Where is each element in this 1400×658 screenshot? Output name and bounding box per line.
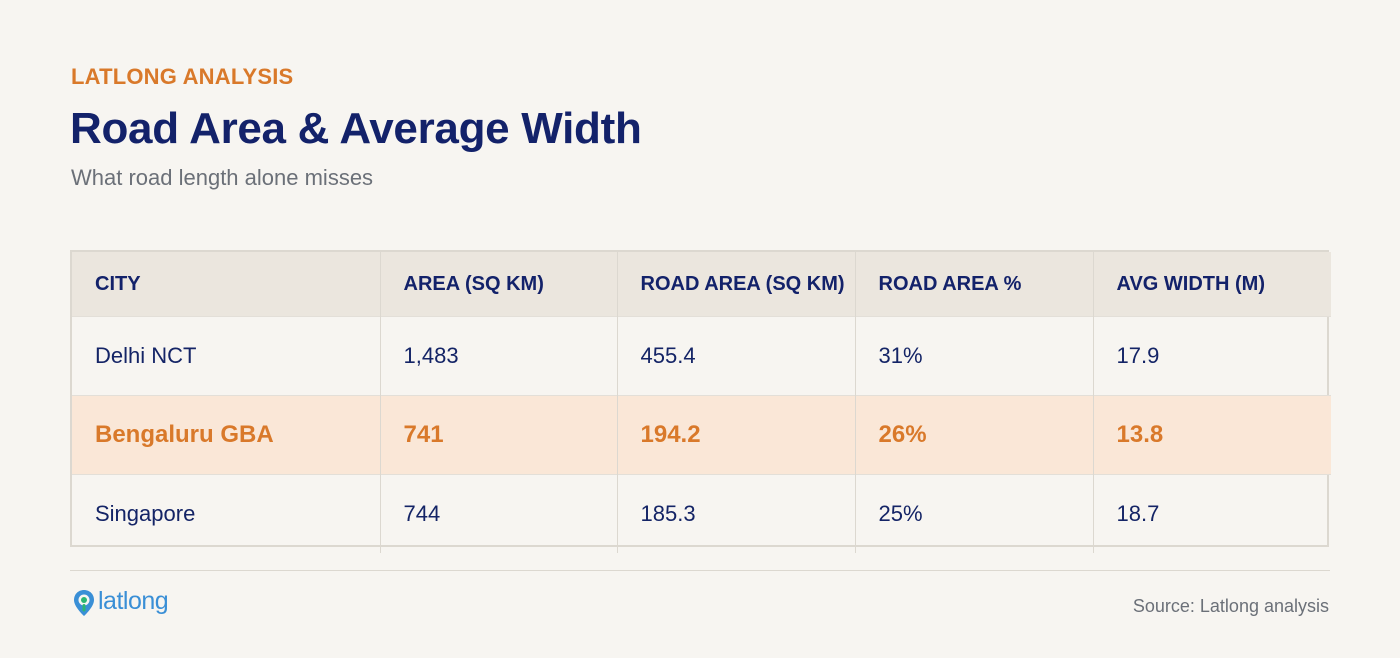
table-row: Singapore 744 185.3 25% 18.7 xyxy=(72,474,1331,553)
column-header-city: CITY xyxy=(72,252,381,317)
table-cell: Delhi NCT xyxy=(72,316,381,396)
table-cell: 26% xyxy=(855,395,1094,475)
table-header-row: CITY AREA (SQ KM) ROAD AREA (SQ KM) ROAD… xyxy=(72,252,1331,317)
table-cell: 25% xyxy=(855,474,1094,553)
table-cell: 18.7 xyxy=(1093,474,1331,553)
table-cell: 13.8 xyxy=(1093,395,1331,475)
column-header-road-area: ROAD AREA (SQ KM) xyxy=(617,252,856,317)
column-header-area: AREA (SQ KM) xyxy=(380,252,618,317)
data-table: CITY AREA (SQ KM) ROAD AREA (SQ KM) ROAD… xyxy=(70,250,1331,553)
page-subtitle: What road length alone misses xyxy=(71,165,374,190)
latlong-logo: latlong xyxy=(72,586,169,618)
table-cell: 194.2 xyxy=(617,395,856,475)
table-row-highlighted: Bengaluru GBA 741 194.2 26% 13.8 xyxy=(72,395,1331,475)
eyebrow-label: LATLONG ANALYSIS xyxy=(71,64,294,89)
source-note: Source: Latlong analysis xyxy=(1132,596,1329,616)
table-cell: 1,483 xyxy=(380,316,618,396)
table-cell: Singapore xyxy=(72,474,381,553)
column-header-road-area-pct: ROAD AREA % xyxy=(855,252,1094,317)
table-cell: 744 xyxy=(380,474,618,553)
table-cell: 741 xyxy=(380,395,618,475)
table-row: Delhi NCT 1,483 455.4 31% 17.9 xyxy=(72,316,1331,396)
logo-text: latlong xyxy=(98,586,169,615)
table-cell: Bengaluru GBA xyxy=(72,395,381,475)
footer-divider xyxy=(70,570,1330,571)
page-title: Road Area & Average Width xyxy=(70,104,642,153)
table-cell: 31% xyxy=(855,316,1094,396)
table-cell: 455.4 xyxy=(617,316,856,396)
table-cell: 185.3 xyxy=(617,474,856,553)
table-cell: 17.9 xyxy=(1093,316,1331,396)
column-header-avg-width: AVG WIDTH (M) xyxy=(1093,252,1331,317)
map-pin-icon xyxy=(72,588,96,618)
